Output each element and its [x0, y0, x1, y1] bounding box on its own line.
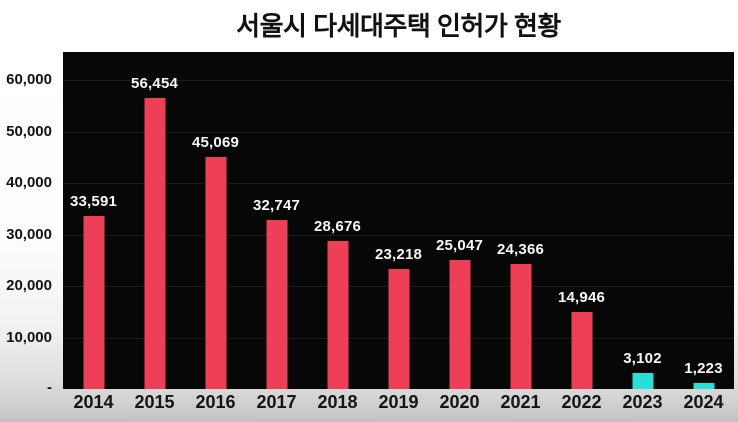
x-axis: 2014 2015 2016 2017 2018 2019 2020 2021 2022 2023…	[63, 392, 734, 414]
bar-2021	[510, 264, 531, 389]
value-label-2021: 24,366	[496, 241, 545, 258]
value-label-2014: 33,591	[69, 193, 118, 210]
bar-group-2022: 14,946	[551, 52, 612, 389]
y-tick-40000: 40,000	[6, 174, 52, 191]
bar-2017	[266, 220, 287, 389]
bar-group-2019: 23,218	[368, 52, 429, 389]
bar-2022	[571, 312, 592, 389]
value-label-2019: 23,218	[374, 246, 423, 263]
value-label-2023: 3,102	[623, 350, 662, 367]
x-tick-2014: 2014	[73, 392, 114, 412]
bar-group-2024: 1,223	[673, 52, 734, 389]
x-tick-2015: 2015	[134, 392, 175, 412]
value-label-2018: 28,676	[313, 218, 362, 235]
x-tick-2016: 2016	[195, 392, 236, 412]
x-tick-2018: 2018	[317, 392, 358, 412]
bar-2019	[388, 269, 409, 389]
gridline-30000	[63, 235, 734, 236]
gridline-50000	[63, 132, 734, 133]
bar-2023	[632, 373, 653, 389]
chart-title: 서울시 다세대주택 인허가 현황	[236, 11, 561, 41]
x-tick-2024: 2024	[683, 392, 724, 412]
bar-group-2017: 32,747	[246, 52, 307, 389]
bar-2024	[693, 383, 714, 389]
plot-area: 33,591 56,454 45,069 32,747 28,676 23,218 25,0…	[63, 52, 734, 389]
value-label-2017: 32,747	[252, 197, 301, 214]
bar-group-2023: 3,102	[612, 52, 673, 389]
y-tick-60000: 60,000	[6, 71, 52, 88]
y-tick-20000: 20,000	[6, 277, 52, 294]
bar-group-2015: 56,454	[124, 52, 185, 389]
x-tick-2019: 2019	[378, 392, 419, 412]
bar-group-2018: 28,676	[307, 52, 368, 389]
bars-row: 33,591 56,454 45,069 32,747 28,676 23,218 25,0…	[63, 52, 734, 389]
x-tick-2021: 2021	[500, 392, 541, 412]
y-tick-zero: -	[47, 379, 52, 396]
y-tick-10000: 10,000	[6, 329, 52, 346]
value-label-2024: 1,223	[684, 360, 723, 377]
x-tick-2023: 2023	[622, 392, 663, 412]
x-tick-2022: 2022	[561, 392, 602, 412]
bar-group-2020: 25,047	[429, 52, 490, 389]
bar-group-2014: 33,591	[63, 52, 124, 389]
gridline-40000	[63, 183, 734, 184]
bar-2015	[144, 98, 165, 389]
bar-2016	[205, 157, 226, 389]
bar-group-2016: 45,069	[185, 52, 246, 389]
x-tick-2017: 2017	[256, 392, 297, 412]
value-label-2015: 56,454	[130, 75, 179, 92]
value-label-2016: 45,069	[191, 134, 240, 151]
y-tick-50000: 50,000	[6, 123, 52, 140]
x-tick-2020: 2020	[439, 392, 480, 412]
bar-2018	[327, 241, 348, 389]
y-tick-30000: 30,000	[6, 226, 52, 243]
bar-2014	[83, 216, 104, 389]
bar-group-2021: 24,366	[490, 52, 551, 389]
bar-2020	[449, 260, 470, 389]
y-axis: 60,000 50,000 40,000 30,000 20,000 10,000 -	[0, 52, 54, 396]
value-label-2022: 14,946	[557, 289, 606, 306]
value-label-2020: 25,047	[435, 237, 484, 254]
gridline-60000	[63, 80, 734, 81]
